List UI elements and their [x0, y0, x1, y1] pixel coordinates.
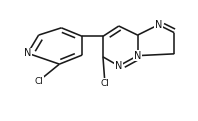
- Text: Cl: Cl: [101, 79, 109, 88]
- Text: N: N: [155, 20, 162, 30]
- Text: N: N: [115, 61, 123, 71]
- Text: Cl: Cl: [34, 77, 43, 86]
- Text: N: N: [134, 51, 141, 61]
- Text: N: N: [24, 48, 31, 58]
